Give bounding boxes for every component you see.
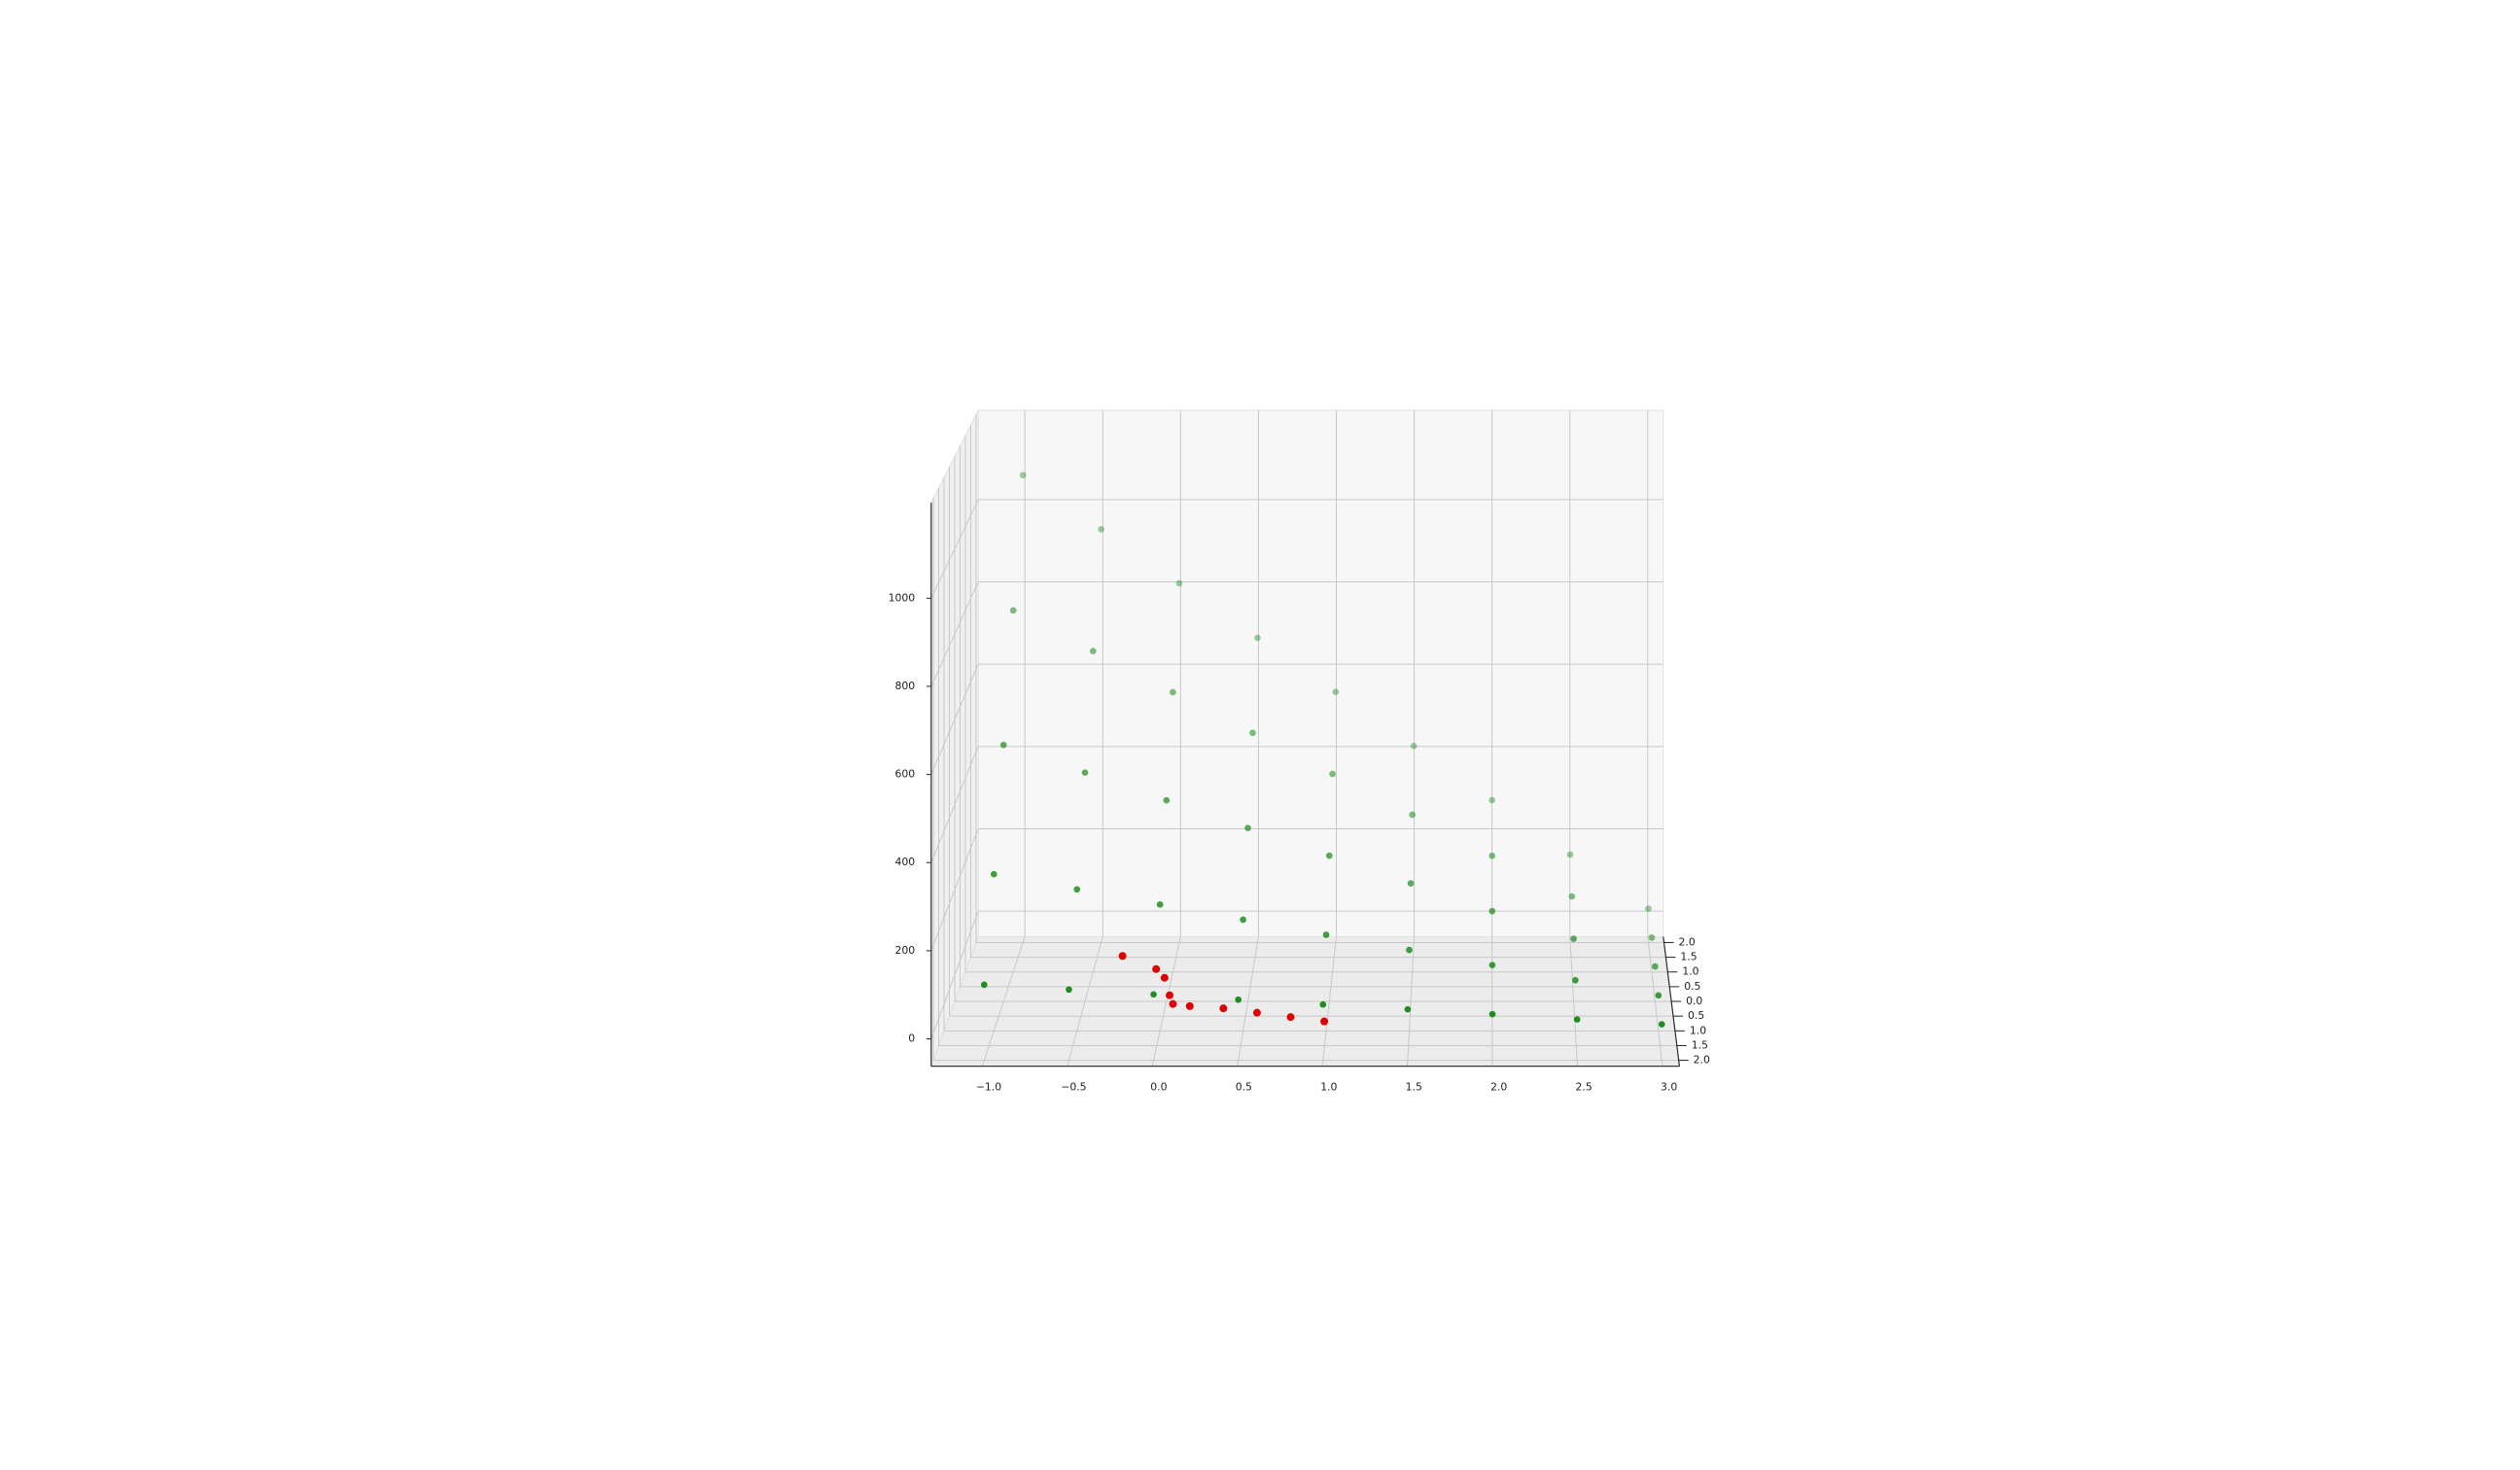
data-point (1645, 905, 1652, 912)
grid-line (930, 828, 979, 952)
data-point (1249, 729, 1256, 737)
y-tick-label: 1.5 (1680, 951, 1697, 963)
data-point (1163, 796, 1171, 804)
data-point (1170, 688, 1176, 696)
data-point (1175, 579, 1183, 587)
x-tick-label: −1.0 (976, 1080, 1001, 1093)
data-point (999, 741, 1007, 749)
data-point (1410, 742, 1418, 750)
data-point (1407, 880, 1415, 887)
data-point (1332, 688, 1340, 696)
data-point (1570, 935, 1577, 942)
data-point (1019, 472, 1027, 479)
y-tick-label: 1.0 (1682, 965, 1698, 978)
x-tick-label: 3.0 (1661, 1080, 1677, 1093)
data-point (1409, 811, 1416, 819)
data-point (1488, 907, 1496, 915)
y-tick-label: 1.5 (1692, 1038, 1708, 1051)
x-tick-label: 2.0 (1490, 1080, 1507, 1093)
data-point (1098, 526, 1104, 533)
data-point (1156, 901, 1164, 908)
data-point (1488, 796, 1495, 804)
data-point (1066, 986, 1072, 994)
z-tick-label: 800 (895, 680, 916, 692)
data-point (1254, 634, 1261, 642)
path-point (1169, 999, 1177, 1008)
data-point (1081, 769, 1089, 777)
path-point (1152, 964, 1161, 973)
path-point (1118, 952, 1127, 961)
x-tick-label: 2.5 (1576, 1080, 1592, 1093)
data-point (990, 870, 998, 878)
y-tick-label: 2.0 (1694, 1054, 1710, 1067)
path-point (1219, 1004, 1228, 1013)
z-tick-label: 200 (895, 944, 916, 957)
z-tick-label: 600 (895, 768, 916, 781)
data-point (1319, 1000, 1327, 1008)
path-point (1185, 1001, 1194, 1010)
z-tick-label: 1000 (889, 591, 916, 604)
grid-line (930, 746, 979, 863)
data-point (1235, 996, 1242, 1003)
data-point (1322, 931, 1330, 938)
y-tick-label: 0.0 (1686, 995, 1702, 1007)
y-tick-label: 0.5 (1684, 980, 1700, 993)
data-point (1325, 852, 1333, 859)
data-point (980, 981, 988, 989)
data-point (1658, 1021, 1665, 1028)
data-point (1244, 824, 1251, 831)
path-point (1160, 973, 1169, 982)
back-pane (977, 409, 1664, 937)
data-point (1488, 962, 1496, 968)
data-point (1150, 991, 1157, 998)
grid-line (930, 910, 979, 1039)
y-tick-label: 0.5 (1688, 1009, 1704, 1022)
grid-line (930, 581, 979, 687)
data-point (1566, 851, 1574, 858)
data-point (1488, 852, 1496, 859)
z-tick-label: 400 (895, 856, 916, 868)
path-point (1286, 1013, 1295, 1022)
y-tick-label: 1.0 (1690, 1024, 1706, 1036)
z-tick-label: 0 (908, 1032, 915, 1045)
axes-panes (930, 409, 1680, 1068)
y-axis-line (1662, 936, 1681, 1067)
data-point (1404, 1005, 1412, 1013)
data-point (1406, 946, 1413, 954)
x-tick-label: 1.5 (1406, 1080, 1422, 1093)
data-point (1329, 770, 1336, 778)
data-point (1655, 992, 1662, 999)
path-point (1320, 1017, 1329, 1026)
x-tick-label: 0.0 (1150, 1080, 1167, 1093)
x-tick-label: 0.5 (1236, 1080, 1252, 1093)
data-point (1568, 892, 1576, 900)
data-point (1572, 976, 1579, 984)
data-point (1089, 648, 1097, 655)
data-point (1573, 1016, 1581, 1023)
data-point (1488, 1010, 1496, 1018)
data-point (1652, 962, 1659, 970)
path-point (1252, 1008, 1261, 1017)
x-tick-label: −0.5 (1061, 1080, 1086, 1093)
x-tick-label: 1.0 (1320, 1080, 1337, 1093)
data-point (1009, 607, 1017, 614)
data-point (1240, 916, 1246, 924)
grid-line (930, 663, 979, 775)
data-point (1648, 934, 1656, 941)
grid-line (930, 499, 979, 599)
y-tick-label: 2.0 (1679, 935, 1696, 948)
data-point (1073, 886, 1081, 893)
path-point (1166, 991, 1174, 999)
